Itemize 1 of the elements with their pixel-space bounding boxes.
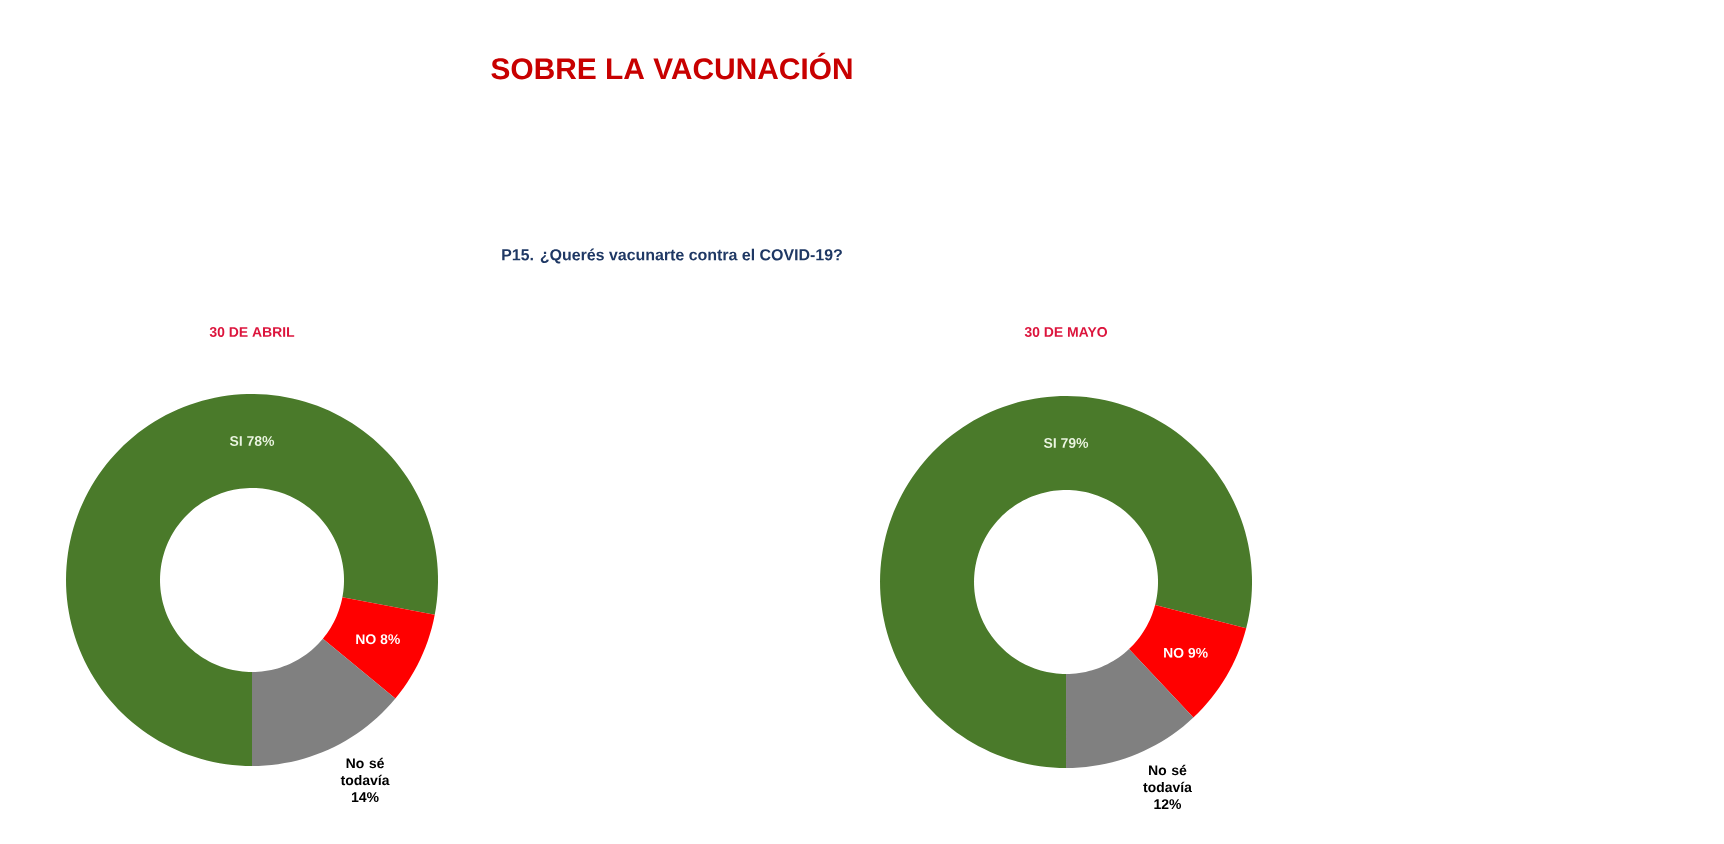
text: SOBRE LA VACUNACIÓN (491, 52, 852, 80)
